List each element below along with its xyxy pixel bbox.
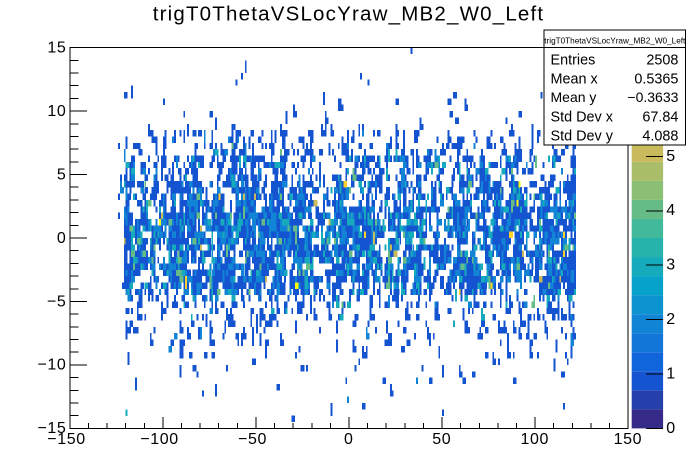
svg-text:Entries: Entries (551, 53, 596, 69)
svg-text:Mean x: Mean x (551, 72, 599, 88)
svg-text:−0.3633: −0.3633 (627, 89, 678, 105)
svg-text:5: 5 (666, 148, 675, 165)
svg-text:−15: −15 (37, 420, 66, 437)
svg-text:67.84: 67.84 (642, 110, 678, 126)
svg-text:0: 0 (344, 431, 354, 448)
svg-text:0.5365: 0.5365 (634, 72, 678, 88)
svg-text:4.088: 4.088 (642, 129, 678, 145)
svg-text:0: 0 (57, 230, 67, 247)
svg-text:−50: −50 (238, 431, 267, 448)
svg-text:0: 0 (666, 420, 675, 437)
svg-text:1: 1 (666, 365, 675, 382)
svg-text:−150: −150 (47, 431, 85, 448)
svg-text:trigT0ThetaVSLocYraw_MB2_W0_Le: trigT0ThetaVSLocYraw_MB2_W0_Left (153, 3, 545, 26)
svg-text:15: 15 (47, 39, 66, 56)
svg-text:−100: −100 (140, 431, 178, 448)
svg-text:−5: −5 (47, 293, 66, 310)
svg-text:Std Dev y: Std Dev y (551, 129, 614, 145)
svg-text:5: 5 (57, 166, 67, 183)
svg-text:4: 4 (666, 202, 675, 219)
svg-text:100: 100 (521, 431, 550, 448)
svg-text:trigT0ThetaVSLocYraw_MB2_W0_Le: trigT0ThetaVSLocYraw_MB2_W0_Left (544, 36, 686, 45)
svg-text:2: 2 (666, 311, 675, 328)
svg-text:50: 50 (432, 431, 451, 448)
svg-text:Std Dev x: Std Dev x (551, 110, 614, 126)
svg-text:−10: −10 (37, 357, 66, 374)
svg-text:3: 3 (666, 257, 675, 274)
svg-text:Mean y: Mean y (551, 89, 597, 105)
svg-text:2508: 2508 (646, 53, 678, 69)
svg-text:150: 150 (614, 431, 643, 448)
svg-text:10: 10 (47, 103, 66, 120)
